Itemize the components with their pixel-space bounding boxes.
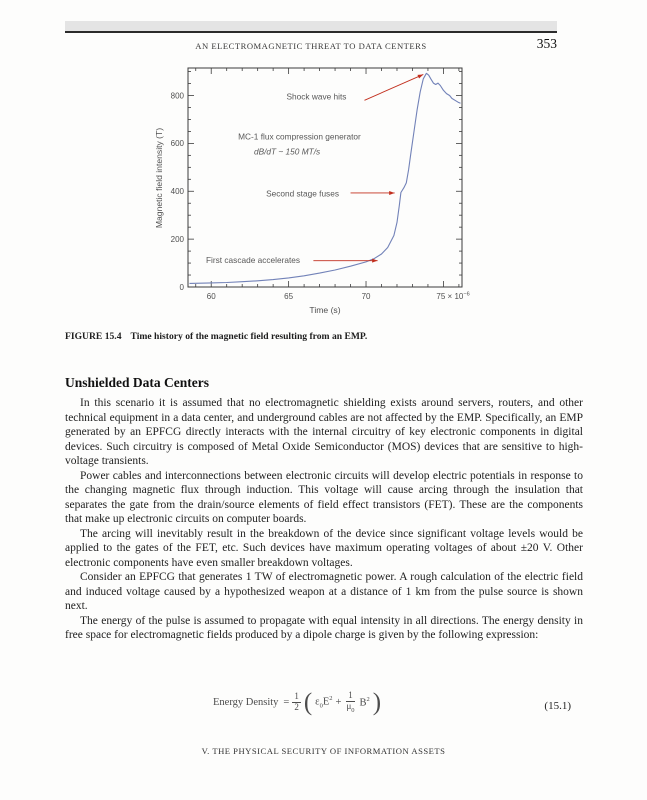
figure-caption: FIGURE 15.4 Time history of the magnetic … bbox=[65, 331, 570, 342]
fraction-one-over-mu: 1 μ0 bbox=[346, 690, 355, 714]
svg-text:60: 60 bbox=[207, 292, 216, 301]
svg-text:Second stage fuses: Second stage fuses bbox=[266, 189, 339, 199]
paragraph-2: Power cables and interconnections betwee… bbox=[65, 469, 583, 526]
equation-number: (15.1) bbox=[544, 700, 571, 712]
svg-text:200: 200 bbox=[171, 235, 185, 244]
svg-text:dB/dT ~ 150 MT/s: dB/dT ~ 150 MT/s bbox=[254, 147, 320, 157]
svg-text:800: 800 bbox=[171, 91, 185, 100]
figure-caption-label: FIGURE 15.4 bbox=[65, 331, 122, 342]
paragraph-4: Consider an EPFCG that generates 1 TW of… bbox=[65, 571, 583, 612]
svg-text:400: 400 bbox=[171, 187, 185, 196]
plus-sign: + bbox=[335, 697, 342, 708]
close-paren: ) bbox=[372, 689, 382, 716]
equation: Energy Density = 1 2 ( ε0E2 + 1 μ0 B2 ) … bbox=[65, 688, 583, 730]
fraction-one-half: 1 2 bbox=[292, 691, 301, 712]
equation-lhs: Energy Density bbox=[213, 697, 279, 708]
body-text: In this scenario it is assumed that no e… bbox=[65, 396, 583, 643]
running-title: AN ELECTROMAGNETIC THREAT TO DATA CENTER… bbox=[195, 41, 427, 51]
svg-text:MC-1 flux compression generato: MC-1 flux compression generator bbox=[238, 132, 361, 142]
open-paren: ( bbox=[303, 689, 313, 716]
paragraph-5: The energy of the pulse is assumed to pr… bbox=[65, 614, 583, 642]
paragraph-1: In this scenario it is assumed that no e… bbox=[65, 397, 583, 467]
svg-text:0: 0 bbox=[180, 283, 185, 292]
figure-chart: Magnetic field intensity (T) Time (s) 60… bbox=[154, 67, 470, 315]
running-footer: V. THE PHYSICAL SECURITY OF INFORMATION … bbox=[201, 746, 446, 756]
running-head: AN ELECTROMAGNETIC THREAT TO DATA CENTER… bbox=[65, 41, 557, 51]
svg-text:Shock wave hits: Shock wave hits bbox=[287, 92, 347, 102]
page-number: 353 bbox=[536, 36, 557, 51]
svg-text:600: 600 bbox=[171, 139, 185, 148]
x-axis-label: Time (s) bbox=[309, 305, 340, 315]
paragraph-3: The arcing will inevitably result in the… bbox=[65, 527, 583, 569]
svg-text:65: 65 bbox=[284, 292, 293, 301]
svg-text:70: 70 bbox=[362, 292, 371, 301]
figure-caption-text: Time history of the magnetic field resul… bbox=[130, 331, 368, 342]
equals-sign: = bbox=[283, 697, 290, 708]
svg-text:75 × 10−6: 75 × 10−6 bbox=[436, 292, 469, 302]
section-heading: Unshielded Data Centers bbox=[65, 375, 209, 390]
header-rule bbox=[65, 21, 557, 33]
svg-text:First cascade accelerates: First cascade accelerates bbox=[206, 255, 300, 265]
term-b-squared: B2 bbox=[359, 696, 370, 709]
y-axis-label: Magnetic field intensity (T) bbox=[154, 128, 164, 228]
term-epsilon-e-squared: ε0E2 bbox=[315, 695, 333, 710]
equation-body: Energy Density = 1 2 ( ε0E2 + 1 μ0 B2 ) bbox=[213, 690, 381, 715]
